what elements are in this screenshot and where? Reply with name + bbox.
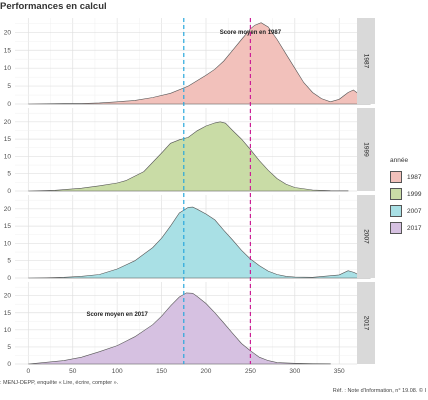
y-tick-label: 20	[4, 206, 12, 213]
facet-strip-label: 1987	[362, 54, 369, 69]
y-tick-label: 10	[4, 327, 12, 334]
x-tick-label: 50	[69, 368, 77, 375]
density-area-2017	[28, 292, 331, 365]
legend-key-2007	[390, 205, 402, 217]
y-tick-label: 0	[7, 361, 11, 368]
y-tick-label: 20	[4, 29, 12, 36]
facet-strip-2017	[357, 282, 375, 364]
facet-strip-1987	[357, 18, 375, 104]
legend-label-2017: 2017	[407, 224, 422, 232]
y-tick-label: 20	[4, 293, 12, 300]
y-tick-label: 0	[7, 275, 11, 282]
density-area-1987	[28, 22, 371, 105]
legend-key-1987	[390, 171, 402, 183]
y-tick-label: 5	[7, 258, 11, 265]
y-tick-label: 15	[4, 47, 12, 54]
y-tick-label: 10	[4, 153, 12, 160]
legend-item-1987: 1987	[390, 171, 421, 183]
x-tick-label: 350	[334, 368, 345, 375]
y-tick-label: 10	[4, 240, 12, 247]
legend-item-2007: 2007	[390, 205, 421, 217]
y-tick-label: 15	[4, 310, 12, 317]
y-tick-label: 0	[7, 101, 11, 108]
legend-label-2007: 2007	[407, 207, 422, 215]
legend-title: année	[390, 157, 409, 164]
facet-strip-2007	[357, 195, 375, 278]
x-tick-label: 300	[289, 368, 300, 375]
y-tick-label: 15	[4, 136, 12, 143]
y-tick-label: 15	[4, 223, 12, 230]
reference-note: Réf. : Note d'Information, n° 19.08. © I	[332, 388, 426, 394]
y-tick-label: 10	[4, 65, 12, 72]
legend-item-2017: 2017	[390, 222, 421, 234]
density-area-2007	[28, 206, 371, 279]
legend-item-1999: 1999	[390, 188, 421, 200]
x-tick-label: 100	[112, 368, 123, 375]
y-tick-label: 0	[7, 188, 11, 195]
facet-strip-label: 2017	[362, 316, 369, 331]
x-tick-label: 200	[201, 368, 212, 375]
source-note: : MENJ-DEPP, enquête « Lire, écrire, com…	[0, 380, 119, 386]
y-tick-label: 5	[7, 83, 11, 90]
legend-key-1999	[390, 188, 402, 200]
x-tick-label: 150	[156, 368, 167, 375]
legend-key-2017	[390, 222, 402, 234]
y-tick-label: 5	[7, 171, 11, 178]
x-tick-label: 0	[27, 368, 31, 375]
density-area-1999	[28, 121, 349, 192]
mean-score-annotation: Score moyen en 2017	[86, 312, 148, 318]
facet-strip-label: 1999	[362, 142, 369, 157]
facet-strip-label: 2007	[362, 229, 369, 244]
facet-strip-1999	[357, 108, 375, 191]
x-tick-label: 250	[245, 368, 256, 375]
y-tick-label: 20	[4, 119, 12, 126]
legend-label-1987: 1987	[407, 173, 422, 181]
legend-label-1999: 1999	[407, 190, 422, 198]
y-tick-label: 5	[7, 344, 11, 351]
chart-title: Performances en calcul	[0, 1, 107, 12]
